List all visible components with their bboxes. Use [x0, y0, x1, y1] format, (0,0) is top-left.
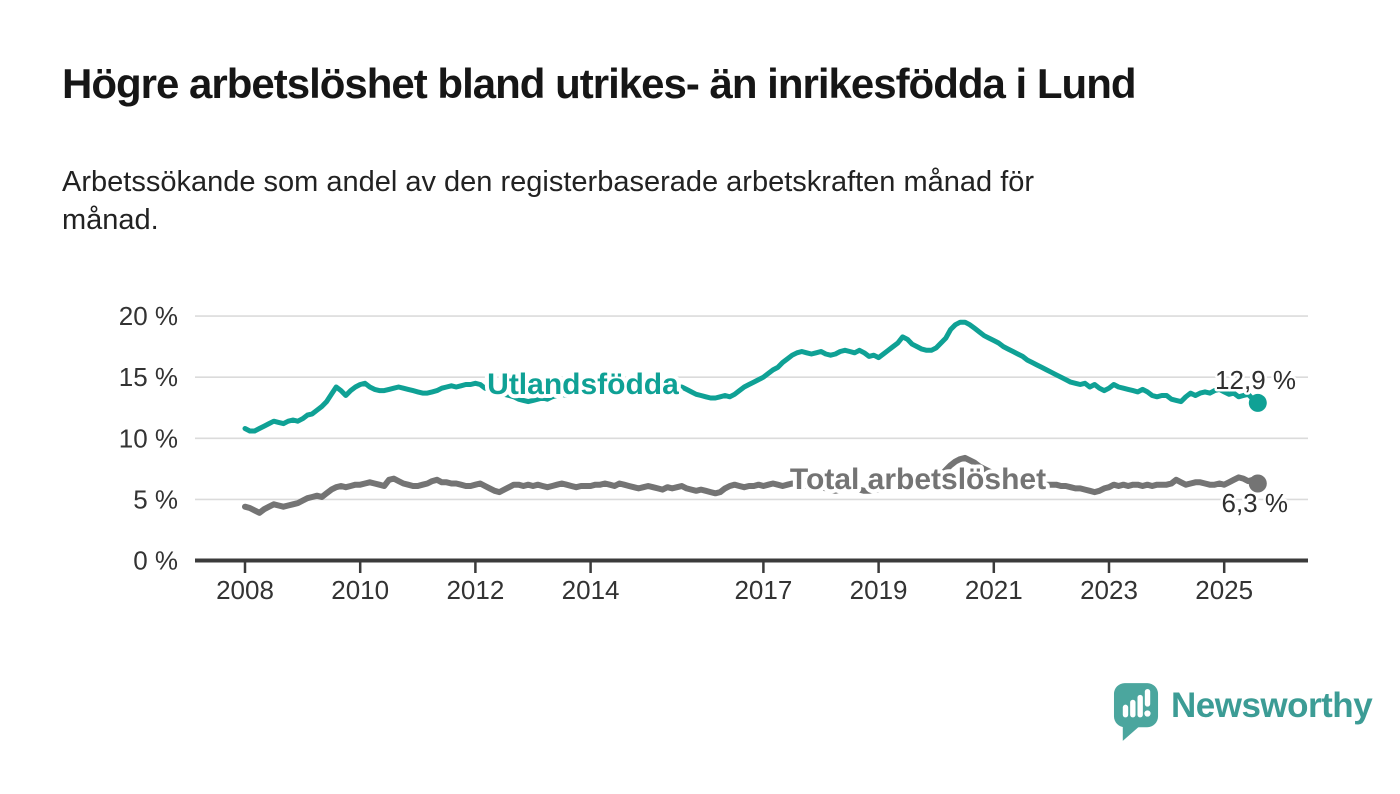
bar-chart-speech-bubble-icon [1113, 683, 1159, 741]
series-label-total: Total arbetslöshet [790, 463, 1046, 496]
series-label-utlandsfodda: Utlandsfödda [487, 368, 679, 401]
chart-subtitle: Arbetssökande som andel av den registerb… [62, 166, 1035, 236]
y-tick-label-0: 0 % [133, 546, 178, 576]
newsworthy-wordmark: Newsworthy [1171, 686, 1373, 725]
series-end-dot-total [1248, 474, 1267, 493]
series-line-utlandsfodda [242, 319, 1261, 434]
y-tick-label-20: 20 % [119, 301, 178, 331]
x-tick-label-2025: 2025 [1195, 575, 1253, 605]
y-tick-label-5: 5 % [133, 484, 178, 514]
x-tick-label-2017: 2017 [734, 575, 792, 605]
page-title: Högre arbetslöshet bland utrikes- än inr… [62, 60, 1137, 107]
y-tick-label-10: 10 % [119, 423, 178, 453]
end-value-label-utlandsfodda: 12,9 % [1215, 365, 1296, 395]
x-tick-label-2023: 2023 [1080, 575, 1138, 605]
x-tick-label-2008: 2008 [216, 575, 274, 605]
x-tick-label-2012: 2012 [446, 575, 504, 605]
newsworthy-logo: Newsworthy [1113, 682, 1373, 743]
x-tick-label-2010: 2010 [331, 575, 389, 605]
end-value-label-total: 6,3 % [1222, 488, 1289, 518]
x-tick-label-2019: 2019 [850, 575, 908, 605]
series-end-dot-utlandsfodda [1248, 393, 1267, 412]
x-tick-label-2014: 2014 [562, 575, 620, 605]
x-tick-label-2021: 2021 [965, 575, 1023, 605]
series-line-total [242, 454, 1261, 516]
y-tick-label-15: 15 % [119, 362, 178, 392]
